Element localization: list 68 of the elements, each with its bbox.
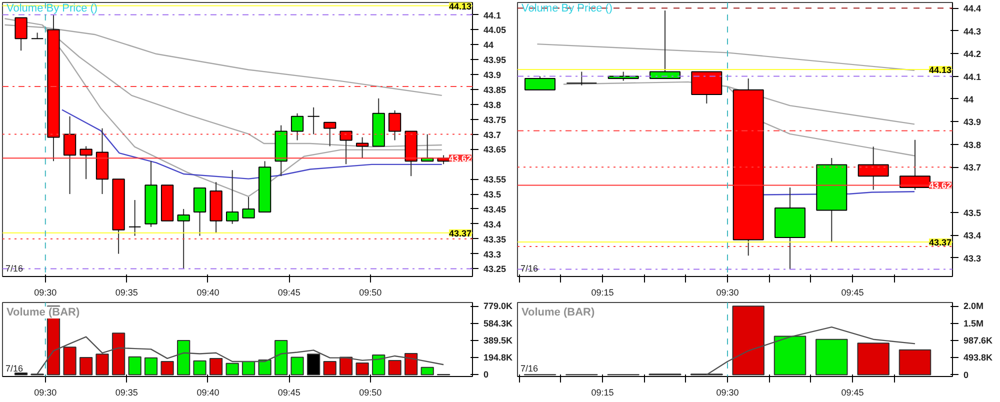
y-tick-label: 43.85 <box>484 84 506 95</box>
ref-line-label: 44.13 <box>448 1 472 12</box>
chart-title: Volume (BAR) <box>522 306 595 318</box>
annotation: 7/16 <box>520 364 538 374</box>
chart-title: Volume (BAR) <box>6 306 80 318</box>
x-tick-label: 09:30 <box>716 388 739 398</box>
y-tick-label: 43.25 <box>484 264 506 274</box>
x-tick-label: 09:30 <box>34 388 57 398</box>
y-tick-label: 0 <box>964 370 969 380</box>
y-tick-label: 584.3K <box>484 318 514 328</box>
x-tick-label: 09:35 <box>115 388 138 398</box>
y-tick-label: 43.9 <box>964 117 982 128</box>
x-tick-label: 09:45 <box>841 388 864 398</box>
ref-line-label: 43.37 <box>448 228 472 238</box>
y-tick-label: 43.7 <box>484 130 502 140</box>
y-tick-label: 44.3 <box>964 26 982 36</box>
y-tick-label: 43.75 <box>484 114 506 125</box>
y-tick-label: 194.8K <box>484 352 514 363</box>
y-tick-label: 1.5M <box>964 318 984 328</box>
y-tick-label: 44.1 <box>484 10 502 20</box>
y-tick-label: 44.05 <box>484 25 506 36</box>
x-tick-label: 09:50 <box>359 288 382 298</box>
y-tick-label: 43.3 <box>484 249 502 260</box>
y-tick-label: 0 <box>484 370 489 380</box>
y-tick-label: 779.0K <box>484 301 514 312</box>
x-tick-label: 09:40 <box>196 388 220 398</box>
ref-line-label: 43.62 <box>448 154 472 164</box>
y-tick-label: 43.65 <box>484 144 506 155</box>
x-tick-label: 09:30 <box>716 288 739 298</box>
x-tick-label: 09:45 <box>278 288 300 298</box>
y-tick-label: 43.4 <box>484 219 502 230</box>
x-tick-label: 09:35 <box>115 288 138 298</box>
y-tick-label: 44 <box>964 94 974 104</box>
ref-line-label: 43.37 <box>928 237 952 248</box>
x-tick-label: 09:45 <box>841 288 864 298</box>
y-tick-label: 987.6K <box>964 335 994 346</box>
y-tick-label: 43.55 <box>484 174 506 185</box>
y-tick-label: 493.8K <box>964 352 994 363</box>
annotation: 7/16 <box>520 264 538 274</box>
y-tick-label: 44 <box>484 40 494 50</box>
annotation: 7/16 <box>6 364 24 374</box>
y-tick-label: 43.35 <box>484 234 506 244</box>
x-tick-label: 09:30 <box>34 288 57 298</box>
x-tick-label: 09:50 <box>359 388 382 398</box>
y-tick-label: 43.8 <box>484 100 502 110</box>
y-tick-label: 43.4 <box>964 230 982 241</box>
x-tick-label: 09:40 <box>196 288 220 298</box>
y-tick-label: 389.5K <box>484 335 514 346</box>
y-tick-label: 44.4 <box>964 4 982 14</box>
y-tick-label: 43.95 <box>484 55 506 66</box>
y-tick-label: 2.0M <box>964 301 984 312</box>
y-tick-label: 44.2 <box>964 49 982 60</box>
y-tick-label: 43.7 <box>964 162 982 173</box>
x-tick-label: 09:45 <box>278 388 300 398</box>
y-tick-label: 43.3 <box>964 253 982 264</box>
y-tick-label: 43.8 <box>964 140 982 150</box>
annotation: Volume By Price () <box>522 2 613 14</box>
y-tick-label: 43.45 <box>484 204 506 214</box>
x-tick-label: 09:15 <box>591 288 614 298</box>
annotation: 7/16 <box>6 264 24 274</box>
y-tick-label: 43.9 <box>484 70 502 80</box>
y-tick-label: 44.1 <box>964 72 982 82</box>
y-tick-label: 43.5 <box>964 208 982 218</box>
ref-line-label: 43.62 <box>928 180 952 191</box>
x-tick-label: 09:15 <box>591 388 614 398</box>
ref-line-label: 44.13 <box>928 64 952 75</box>
y-tick-label: 43.5 <box>484 190 502 200</box>
annotation: Volume By Price () <box>6 2 98 14</box>
